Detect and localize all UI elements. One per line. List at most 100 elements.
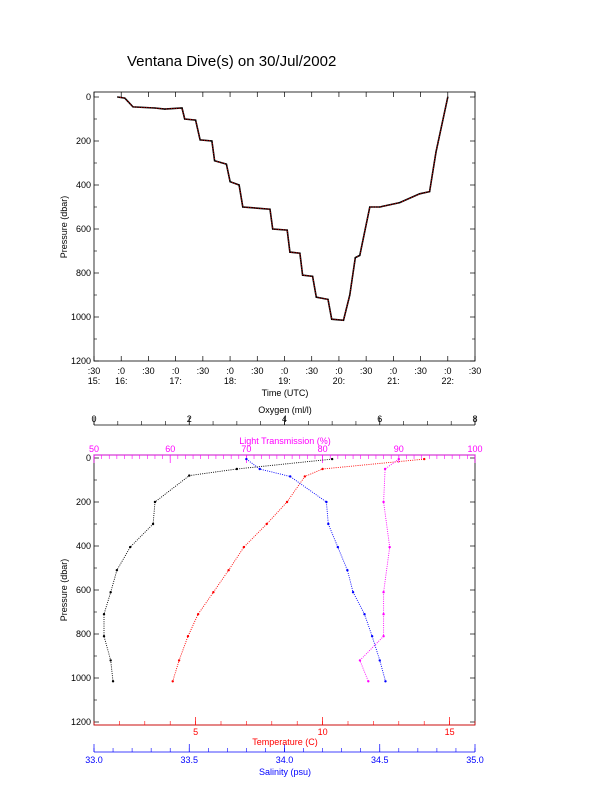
y-tick-label: 400: [76, 180, 91, 190]
x-tick-label-hour: 17:: [169, 376, 182, 386]
salinity-point: [258, 467, 261, 471]
salinity-point: [327, 522, 330, 526]
temperature-point: [177, 659, 181, 662]
x-tick-label-hour: 22:: [442, 376, 455, 386]
light-point: [358, 659, 362, 662]
dive-point: [312, 275, 314, 277]
light-point: [382, 635, 385, 638]
dive-point: [195, 119, 197, 121]
salinity-point: [378, 659, 381, 662]
y-axis: 0 200 400 600 800 1000 1200: [71, 92, 475, 366]
dive-point: [269, 208, 271, 210]
y-tick-label: 600: [76, 585, 91, 595]
y-tick-label: 1200: [71, 356, 91, 366]
x-tick-label-minute: :0: [172, 366, 180, 376]
x-tick-label-minute: :0: [117, 366, 125, 376]
x-tick-label-minute: :30: [251, 366, 264, 376]
temperature-point: [227, 569, 230, 572]
oxygen-point: [330, 457, 334, 461]
salinity-tick-label: 34.5: [371, 755, 389, 765]
oxygen-profile-line: [103, 458, 333, 682]
dive-point: [289, 251, 291, 253]
oxygen-point: [109, 591, 112, 594]
salinity-tick-label: 35.0: [466, 755, 484, 765]
light-tick-label: 90: [394, 444, 404, 454]
dive-point: [199, 139, 201, 141]
oxygen-point: [151, 522, 155, 526]
temperature-point: [265, 522, 268, 526]
y-tick-label: 800: [76, 629, 91, 639]
salinity-point: [384, 680, 387, 683]
salinity-point: [363, 613, 366, 616]
oxygen-point: [128, 545, 132, 549]
dive-point: [429, 191, 431, 193]
y-tick-label: 400: [76, 541, 91, 551]
oxygen-point: [102, 635, 106, 638]
salinity-point: [289, 475, 292, 478]
oxygen-tick-label: 8: [472, 414, 477, 424]
light-point: [397, 457, 400, 461]
salinity-point: [346, 569, 349, 572]
light-point: [382, 591, 385, 594]
temperature-point: [242, 545, 246, 549]
chart-title: Ventana Dive(s) on 30/Jul/2002: [127, 53, 336, 70]
x-tick-label-hour: 21:: [387, 376, 400, 386]
oxygen-point: [235, 467, 239, 471]
light-point: [383, 467, 387, 471]
y-axis-label: Pressure (dbar): [59, 196, 69, 259]
x-tick-label-minute: :30: [360, 366, 373, 376]
x-tick-label-minute: :0: [335, 366, 343, 376]
salinity-axis-label: Salinity (psu): [259, 767, 311, 777]
light-point: [388, 545, 391, 549]
profile-plot: 0 200 400 600 800 1000 1200 0 2 4 6 8 50 60 70 80 90 100 5…: [59, 405, 484, 777]
dive-point: [359, 254, 361, 256]
light-tick-label: 80: [318, 444, 328, 454]
dive-point: [211, 140, 213, 142]
oxygen-point: [102, 613, 106, 616]
x-tick-label-hour: 15:: [88, 376, 101, 386]
oxygen-point: [111, 680, 115, 683]
x-tick-label-minute: :0: [226, 366, 234, 376]
y-tick-label: 200: [76, 136, 91, 146]
salinity-tick-label: 33.5: [180, 755, 198, 765]
dive-point: [354, 257, 356, 259]
temperature-tick-label: 5: [193, 727, 198, 737]
y-tick-label: 600: [76, 224, 91, 234]
salinity-point: [245, 457, 248, 461]
dive-point: [238, 184, 240, 186]
salinity-tick-label: 34.0: [276, 755, 294, 765]
y-tick-label: 800: [76, 268, 91, 278]
oxygen-point: [153, 500, 157, 504]
dive-point: [116, 96, 119, 98]
dive-point: [225, 163, 228, 165]
light-tick-label: 60: [165, 444, 175, 454]
dive-point: [132, 106, 134, 108]
dive-point: [286, 229, 288, 231]
dive-point: [379, 206, 381, 208]
dive-point: [349, 294, 351, 296]
dive-point: [299, 252, 301, 254]
y-axis-label: Pressure (dbar): [59, 559, 69, 622]
x-tick-label-minute: :30: [88, 366, 101, 376]
x-tick-label-minute: :30: [414, 366, 427, 376]
dive-point: [342, 319, 345, 321]
plot-frame: [93, 454, 476, 726]
temperature-point: [171, 680, 174, 683]
dive-point: [164, 108, 166, 110]
temperature-point: [285, 500, 289, 504]
dive-point: [435, 151, 437, 153]
dive-track-overlay: [117, 96, 449, 321]
dive-point: [184, 118, 186, 120]
dive-point: [447, 96, 449, 98]
dive-point: [154, 107, 156, 109]
temperature-point: [196, 613, 200, 616]
temperature-point: [212, 591, 215, 594]
oxygen-tick-label: 0: [91, 414, 96, 424]
x-tick-label-hour: 18:: [224, 376, 237, 386]
x-tick-label-minute: :0: [444, 366, 452, 376]
dive-point: [214, 160, 216, 162]
oxygen-tick-label: 2: [187, 414, 192, 424]
salinity-point: [336, 545, 340, 549]
